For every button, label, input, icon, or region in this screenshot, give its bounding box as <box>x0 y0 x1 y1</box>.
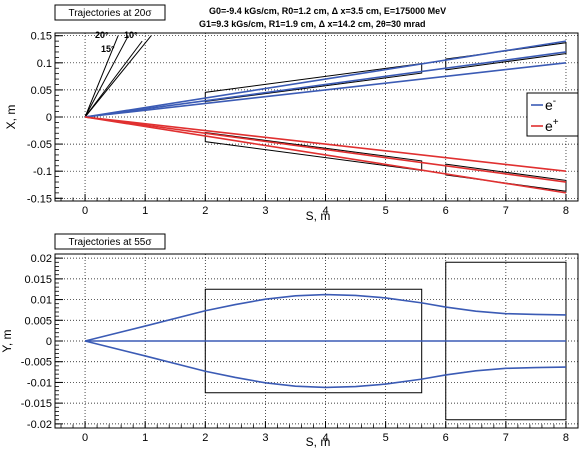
x-tick-label: 6 <box>443 432 449 444</box>
header-line-2: G1=9.3 kGs/cm, R1=1.9 cm, Δ x=14.2 cm, 2… <box>199 19 425 29</box>
series-line <box>84 340 566 389</box>
y-tick-label: 0.02 <box>31 253 52 265</box>
x-tick-label: 3 <box>262 432 268 444</box>
x-tick-label: 1 <box>142 432 148 444</box>
legend-label-electron: e- <box>545 96 556 113</box>
series-line <box>84 116 567 172</box>
angle-label-20: 20° <box>95 30 109 40</box>
y-tick-label: -0.01 <box>27 377 52 389</box>
series-line <box>84 293 566 342</box>
y-tick-label: 0.05 <box>31 85 52 97</box>
x-tick-label: 6 <box>443 205 449 217</box>
x-tick-label: 2 <box>202 205 208 217</box>
aperture-box <box>445 42 567 71</box>
x-axis-label: S, m <box>306 435 331 449</box>
x-tick-label: 8 <box>563 205 569 217</box>
y-tick-label: -0.1 <box>33 166 52 178</box>
grid <box>55 33 578 201</box>
series-line <box>84 116 567 183</box>
y-tick-label: -0.05 <box>27 139 52 151</box>
aperture-boxes <box>204 261 567 421</box>
x-tick-label: 2 <box>202 432 208 444</box>
chart-title: Trajectories at 20σ <box>68 8 152 19</box>
angle-line <box>84 35 152 118</box>
x-tick-label: 7 <box>503 205 509 217</box>
angle-lines <box>84 35 152 118</box>
y-tick-label: 0.005 <box>24 315 52 327</box>
x-axis: 0 1 2 3 4 5 6 7 8 <box>60 194 569 217</box>
y-axis: -0.02 -0.015 -0.01 -0.005 0 0.005 0.01 0.015 0.0… <box>21 253 63 431</box>
x-tick-label: 5 <box>383 432 389 444</box>
y-tick-label: 0 <box>46 336 52 348</box>
y-tick-label: 0.015 <box>24 274 52 286</box>
aperture-box <box>445 261 567 421</box>
series-line <box>84 40 567 118</box>
angle-line <box>84 35 129 118</box>
header-line-1: G0=-9.4 kGs/cm, R0=1.2 cm, Δ x=3.5 cm, E… <box>209 6 446 16</box>
x-tick-label: 0 <box>82 205 88 217</box>
chart-top: 0 1 2 3 4 5 6 7 8 -0.15 -0.1 -0.05 0 0.05 0.1 0.15 Tra… <box>4 4 579 223</box>
x-tick-label: 7 <box>503 432 509 444</box>
series-line <box>84 62 567 118</box>
x-tick-label: 0 <box>82 432 88 444</box>
y-tick-label: 0.15 <box>31 31 52 43</box>
series-line <box>84 51 567 118</box>
x-tick-label: 8 <box>563 432 569 444</box>
aperture-box <box>204 288 423 394</box>
chart-bottom: 0 1 2 3 4 5 6 7 8 -0.02 -0.015 -0.01 -0.005 0 0.005 0.… <box>0 233 579 449</box>
y-axis: -0.15 -0.1 -0.05 0 0.05 0.1 0.15 <box>27 31 63 205</box>
y-tick-label: -0.15 <box>27 193 52 205</box>
x-tick-label: 5 <box>383 205 389 217</box>
aperture-box <box>445 163 567 192</box>
angle-line <box>84 40 143 118</box>
angle-label-15: 15° <box>101 44 115 54</box>
legend-box <box>526 92 579 137</box>
x-tick-label: 1 <box>142 205 148 217</box>
y-axis-label: X, m <box>4 105 18 130</box>
angle-line <box>84 35 119 118</box>
y-tick-label: 0.1 <box>37 58 52 70</box>
y-axis-label: Y, m <box>0 329 14 352</box>
y-tick-label: -0.02 <box>27 419 52 431</box>
y-tick-label: 0.01 <box>31 295 52 307</box>
angle-label-10: 10° <box>124 30 138 40</box>
x-axis: 0 1 2 3 4 5 6 7 8 <box>60 421 569 444</box>
chart-title: Trajectories at 55σ <box>68 237 152 248</box>
series-group <box>84 40 567 194</box>
y-tick-label: -0.005 <box>21 357 52 369</box>
x-tick-label: 3 <box>262 205 268 217</box>
x-axis-label: S, m <box>306 209 331 223</box>
legend-label-positron: e+ <box>545 117 559 134</box>
title-box <box>54 4 166 21</box>
title-box <box>54 233 166 250</box>
x-tick-label: 4 <box>322 432 328 444</box>
x-tick-label: 4 <box>322 205 328 217</box>
series-line <box>84 116 567 194</box>
legend: e- e+ <box>526 92 579 137</box>
y-tick-label: -0.015 <box>21 398 52 410</box>
y-tick-label: 0 <box>46 112 52 124</box>
series-group <box>84 293 566 389</box>
